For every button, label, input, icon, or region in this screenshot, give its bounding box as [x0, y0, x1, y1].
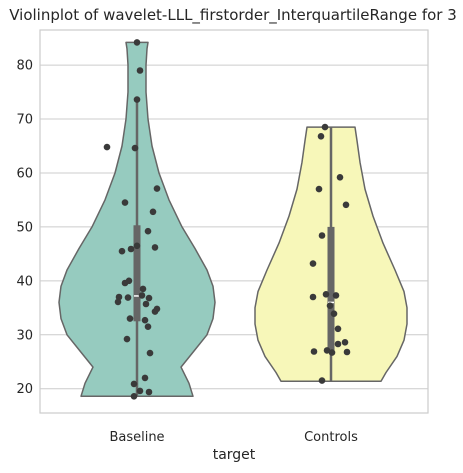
data-point	[133, 242, 141, 250]
x-tick-label: Baseline	[109, 430, 164, 445]
y-tick-labels: 20 30 40 50 60 70 80	[16, 59, 33, 398]
data-point	[126, 315, 134, 322]
data-point	[342, 201, 350, 209]
data-point	[142, 300, 150, 308]
data-point	[334, 325, 342, 333]
y-tick-label: 50	[16, 220, 33, 235]
data-point	[124, 294, 132, 301]
data-point	[310, 348, 318, 355]
data-point	[318, 232, 326, 239]
data-point	[123, 335, 131, 343]
data-point	[326, 302, 334, 310]
y-tick-label: 30	[16, 328, 33, 343]
x-tick-labels: Baseline Controls	[109, 430, 358, 445]
data-point	[153, 185, 161, 192]
data-point	[114, 298, 122, 306]
data-point	[139, 285, 147, 293]
data-point	[322, 291, 330, 298]
data-point	[309, 293, 317, 301]
data-point	[141, 316, 149, 324]
y-tick-label: 20	[16, 382, 33, 397]
data-point	[151, 308, 159, 315]
data-point	[151, 244, 159, 251]
data-point	[321, 123, 329, 131]
data-point	[127, 245, 135, 253]
iqr-box	[327, 226, 335, 351]
data-point	[131, 144, 139, 152]
data-point	[146, 349, 154, 357]
data-point	[332, 292, 340, 299]
y-tick-label: 60	[16, 166, 33, 181]
data-point	[144, 323, 152, 331]
data-point	[133, 39, 141, 46]
data-point	[309, 260, 317, 267]
y-tick-label: 40	[16, 274, 33, 289]
data-point	[317, 133, 325, 140]
data-point	[336, 174, 344, 181]
data-point	[138, 292, 146, 299]
data-point	[115, 293, 123, 301]
data-point	[341, 339, 349, 346]
data-point	[136, 387, 144, 395]
data-point	[103, 143, 111, 151]
data-point	[141, 374, 149, 382]
iqr-box	[133, 225, 141, 322]
data-point	[121, 279, 129, 287]
data-point	[145, 294, 153, 302]
data-point	[130, 380, 138, 388]
data-point	[118, 247, 126, 255]
chart-title: Violinplot of wavelet-LLL_firstorder_Int…	[9, 6, 457, 25]
data-point	[315, 185, 323, 193]
x-axis-label: target	[213, 447, 256, 463]
data-point	[144, 227, 152, 235]
y-tick-label: 70	[16, 113, 33, 128]
data-point	[133, 96, 141, 103]
data-point	[334, 340, 342, 348]
y-tick-label: 80	[16, 59, 33, 74]
data-point	[136, 67, 144, 74]
data-point	[330, 310, 338, 318]
data-point	[328, 349, 336, 356]
data-point	[130, 393, 138, 400]
x-tick-label: Controls	[304, 430, 358, 445]
data-point	[318, 377, 326, 384]
data-point	[145, 388, 153, 396]
data-point	[149, 208, 157, 216]
data-point	[323, 347, 331, 354]
strip-points	[103, 39, 351, 400]
data-point	[343, 348, 351, 356]
data-point	[121, 199, 129, 206]
